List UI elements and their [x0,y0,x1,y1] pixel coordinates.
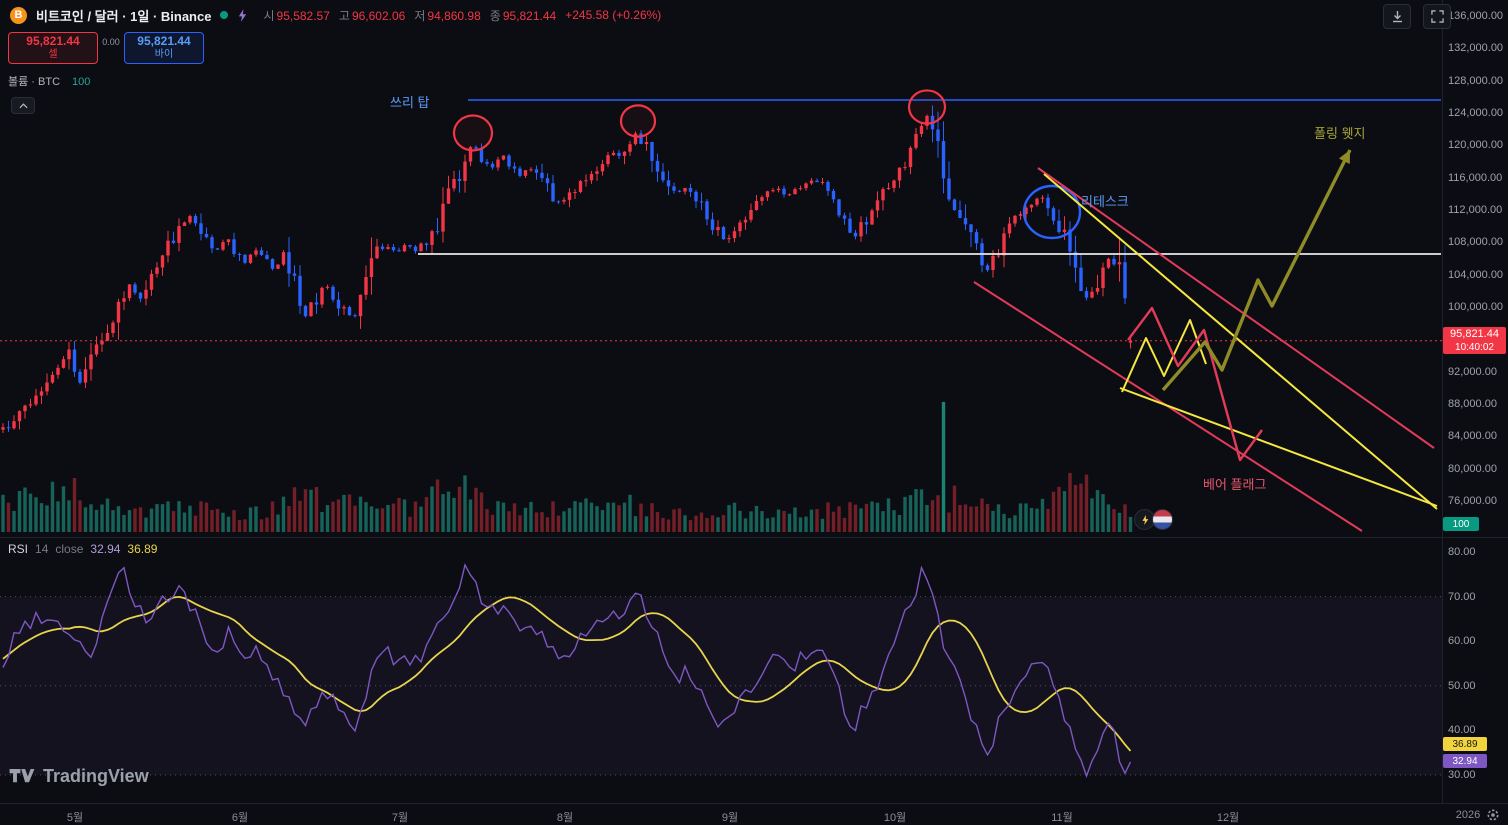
fullscreen-button[interactable] [1423,4,1451,29]
current-price-badge: 95,821.44 10:40:02 [1443,327,1506,354]
rsi-ma-value: 36.89 [127,542,158,556]
rsi-value: 32.94 [90,542,121,556]
time-tick: 8월 [556,812,574,824]
rsi-source: close [55,542,84,556]
price-tick: 84,000.00 [1448,430,1497,443]
time-tick: 12월 [1216,812,1240,824]
rsi-tick: 70.00 [1448,590,1476,603]
volume-legend[interactable]: 볼륨 · BTC 100 [8,73,90,89]
time-tick: 6월 [231,812,249,824]
bear-flag-label[interactable]: 베어 플래그 [1203,477,1267,492]
volume-badge: 100 [1443,517,1479,531]
open-label: 시 [263,8,275,23]
bitcoin-icon: B [10,6,27,24]
price-badge-value: 95,821.44 [1450,327,1499,340]
rsi-params: 14 [35,542,49,556]
falling-wedge-label[interactable]: 폴링 웻지 [1314,126,1366,141]
rsi-tick: 60.00 [1448,635,1476,648]
trade-panel: 95,821.44 셀 0.00 95,821.44 바이 [8,32,204,64]
download-button[interactable] [1383,4,1411,29]
collapse-pane-button[interactable] [11,97,35,114]
price-tick: 88,000.00 [1448,398,1497,410]
price-tick: 128,000.00 [1448,74,1504,87]
chart-quick-icons [1134,509,1173,530]
rsi-tick: 50.00 [1448,679,1476,692]
low-label: 저 [414,8,426,23]
flag-icon[interactable] [1152,509,1173,530]
tradingview-text: TradingView [43,765,149,786]
rsi-tick: 30.00 [1448,769,1476,781]
axis-separator [1442,0,1443,803]
sell-button[interactable]: 95,821.44 셀 [8,32,98,64]
chart-canvas[interactable] [0,0,1442,803]
settings-icon[interactable] [1484,806,1502,824]
rsi-ma-badge: 36.89 [1443,737,1487,751]
change-value: +245.58 (+0.26%) [565,8,662,22]
time-tick: 11월 [1051,812,1073,824]
price-tick: 76,000.00 [1448,495,1497,507]
high-label: 고 [338,8,350,23]
price-tick: 100,000.00 [1448,301,1504,313]
close-value: 95,821.44 [502,8,557,23]
price-tick: 116,000.00 [1448,171,1503,184]
high-value: 96,602.06 [351,8,406,23]
open-value: 95,582.57 [276,8,330,23]
volume-title: 볼륨 · BTC [8,76,61,88]
price-tick: 112,000.00 [1448,204,1503,216]
close-label: 종 [489,8,501,23]
buy-price: 95,821.44 [137,34,191,48]
price-axis[interactable]: 136,000.00 132,000.00 128,000.00 124,000.00… [1442,0,1508,803]
price-tick: 104,000.00 [1448,268,1504,281]
low-value: 94,860.98 [427,8,481,23]
buy-button[interactable]: 95,821.44 바이 [124,32,204,64]
rsi-tick: 40.00 [1448,724,1476,737]
rsi-name: RSI [8,542,29,556]
price-tick: 132,000.00 [1448,42,1504,55]
rsi-legend[interactable]: RSI 14 close 32.94 36.89 [8,542,157,556]
lightning-icon[interactable] [237,8,248,22]
time-axis[interactable]: 5월 6월 7월 8월 9월 10월 11월 12월 2026 [0,803,1508,825]
market-status-dot [220,11,229,19]
three-top-label[interactable]: 쓰리 탑 [390,95,430,110]
pane-separator[interactable] [0,537,1508,538]
time-tick: 2026 [1455,809,1481,821]
tradingview-logo[interactable]: TradingView [8,764,149,788]
buy-label: 바이 [154,49,174,60]
ohlc-values: 시 95,582.57 고 96,602.06 저 94,860.98 종 95,821… [263,7,661,24]
volume-value: 100 [72,76,91,88]
rsi-value-badge: 32.94 [1443,754,1487,768]
price-tick: 92,000.00 [1448,365,1497,378]
sell-price: 95,821.44 [26,34,80,48]
price-tick: 80,000.00 [1448,462,1497,475]
time-tick: 10월 [883,812,907,824]
symbol-title[interactable]: 비트코인 / 달러 · 1일 · Binance [36,8,212,24]
spread-value: 0.00 [102,37,120,47]
time-tick: 9월 [721,812,739,824]
price-tick: 120,000.00 [1448,139,1504,152]
time-tick: 7월 [391,812,409,824]
retest-label[interactable]: 리테스크 [1081,194,1129,209]
price-tick: 136,000.00 [1448,10,1504,22]
time-tick: 5월 [66,812,84,824]
rsi-tick: 80.00 [1448,546,1476,558]
price-badge-countdown: 10:40:02 [1455,341,1494,353]
price-tick: 124,000.00 [1448,107,1504,119]
sell-label: 셀 [48,49,58,60]
price-tick: 108,000.00 [1448,236,1504,249]
